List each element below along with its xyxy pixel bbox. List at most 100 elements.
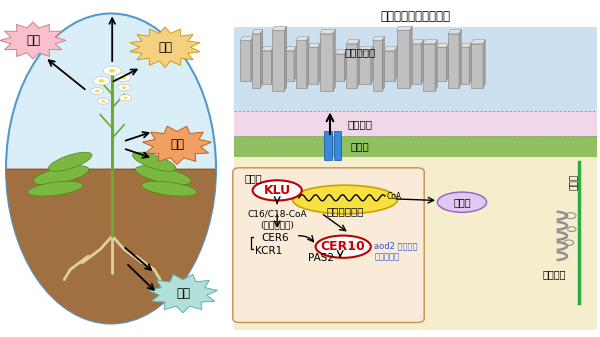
Bar <box>272 30 284 91</box>
Ellipse shape <box>253 180 302 201</box>
Ellipse shape <box>437 192 487 212</box>
Text: KCR1: KCR1 <box>255 246 283 256</box>
Polygon shape <box>423 40 437 44</box>
Ellipse shape <box>93 76 110 85</box>
Polygon shape <box>130 27 200 67</box>
Bar <box>234 0 597 337</box>
Circle shape <box>123 96 128 99</box>
Ellipse shape <box>91 88 104 94</box>
Polygon shape <box>286 47 296 51</box>
Polygon shape <box>240 36 253 40</box>
Ellipse shape <box>118 84 131 91</box>
Circle shape <box>120 76 126 79</box>
Polygon shape <box>461 43 472 47</box>
Polygon shape <box>260 30 263 88</box>
Text: CER6: CER6 <box>261 233 289 243</box>
Ellipse shape <box>136 166 191 185</box>
Polygon shape <box>308 43 320 47</box>
Ellipse shape <box>97 98 109 104</box>
Ellipse shape <box>49 152 92 171</box>
Ellipse shape <box>115 73 131 82</box>
Polygon shape <box>149 274 217 313</box>
Polygon shape <box>320 30 335 34</box>
Bar <box>286 51 294 81</box>
Bar <box>234 136 597 157</box>
Polygon shape <box>271 47 274 84</box>
Polygon shape <box>384 47 397 51</box>
Bar <box>397 30 410 88</box>
Polygon shape <box>357 40 359 88</box>
Bar <box>262 51 271 84</box>
Bar <box>373 40 382 91</box>
Polygon shape <box>346 40 359 44</box>
Bar <box>234 157 597 330</box>
Bar <box>234 111 597 136</box>
Text: 膜脂質: 膜脂質 <box>453 197 471 207</box>
Polygon shape <box>435 40 437 91</box>
Ellipse shape <box>103 66 121 75</box>
Bar <box>335 54 344 81</box>
Polygon shape <box>471 40 485 44</box>
Ellipse shape <box>34 166 89 185</box>
Polygon shape <box>373 36 385 40</box>
Circle shape <box>122 86 127 89</box>
Polygon shape <box>294 47 296 81</box>
Bar <box>359 51 371 84</box>
Ellipse shape <box>293 185 398 214</box>
Polygon shape <box>335 50 347 54</box>
Bar <box>471 44 483 88</box>
Bar <box>423 44 435 91</box>
Polygon shape <box>410 26 412 88</box>
Polygon shape <box>446 43 449 81</box>
FancyBboxPatch shape <box>233 168 424 323</box>
Text: 細胞膜: 細胞膜 <box>569 174 578 190</box>
Polygon shape <box>395 47 397 81</box>
Ellipse shape <box>119 95 131 101</box>
Bar <box>324 131 332 160</box>
Bar <box>437 47 446 81</box>
Ellipse shape <box>133 152 176 171</box>
Ellipse shape <box>28 181 83 196</box>
Bar <box>308 47 318 84</box>
Text: KLU: KLU <box>263 184 291 197</box>
Text: 極長鎖脂肪酸: 極長鎖脂肪酸 <box>326 206 364 216</box>
Polygon shape <box>469 43 472 84</box>
Text: ゴルジ体: ゴルジ体 <box>542 270 566 280</box>
Polygon shape <box>284 26 287 91</box>
Bar <box>240 40 251 81</box>
Bar <box>234 27 597 111</box>
Polygon shape <box>344 50 347 81</box>
Polygon shape <box>0 22 66 59</box>
Polygon shape <box>333 30 335 91</box>
Ellipse shape <box>142 181 197 196</box>
Bar <box>461 47 469 84</box>
Polygon shape <box>307 36 309 88</box>
Ellipse shape <box>316 236 371 258</box>
Polygon shape <box>437 43 449 47</box>
Text: ワックス層: ワックス層 <box>344 47 376 57</box>
Polygon shape <box>448 30 461 34</box>
Text: 表皮ワックス結晶構造: 表皮ワックス結晶構造 <box>380 10 451 23</box>
Polygon shape <box>483 40 485 88</box>
Text: 小胞体: 小胞体 <box>245 174 262 184</box>
Text: クチン層: クチン層 <box>347 119 373 129</box>
Bar <box>346 44 357 88</box>
Text: CER10: CER10 <box>321 240 365 253</box>
Ellipse shape <box>6 13 216 324</box>
Polygon shape <box>382 36 385 91</box>
Text: 高温: 高温 <box>26 34 40 47</box>
Polygon shape <box>397 26 412 30</box>
Text: PAS2: PAS2 <box>308 253 334 263</box>
Bar <box>448 34 459 88</box>
Text: 塩害: 塩害 <box>176 287 190 300</box>
Circle shape <box>101 100 106 102</box>
Polygon shape <box>296 36 309 40</box>
Polygon shape <box>318 43 320 84</box>
Polygon shape <box>262 47 274 51</box>
Polygon shape <box>6 168 216 324</box>
Text: 乾燥: 乾燥 <box>158 41 172 54</box>
Polygon shape <box>459 30 461 88</box>
Text: aod2 変異株の
原因遺伝子: aod2 変異株の 原因遺伝子 <box>374 242 418 261</box>
Text: 病害: 病害 <box>170 139 184 151</box>
Text: C16/C18-CoA
(長鎖脂肪酸): C16/C18-CoA (長鎖脂肪酸) <box>247 210 307 229</box>
